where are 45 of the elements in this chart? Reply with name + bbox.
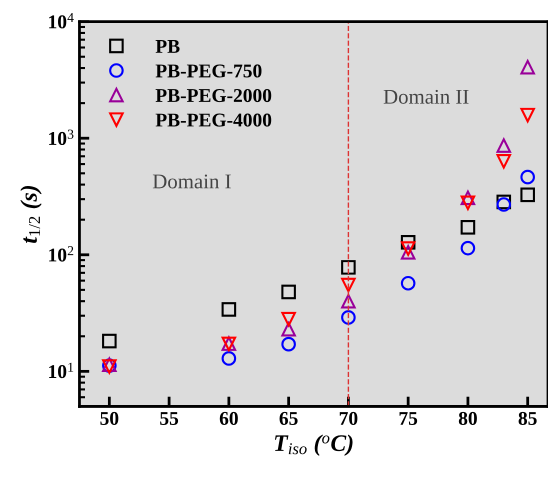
y-axis-title: t$_{1/2}$ (s) bbox=[20, 186, 42, 243]
x-tick-label: 85 bbox=[518, 412, 537, 425]
y-tick-label: 10$^{3}$ bbox=[49, 130, 74, 146]
x-tick-label: 75 bbox=[400, 412, 418, 425]
x-tick-label: 70 bbox=[340, 412, 358, 425]
x-tick-label: 60 bbox=[220, 412, 238, 425]
point bbox=[520, 170, 535, 184]
point bbox=[222, 351, 236, 366]
annotation: Domain I bbox=[152, 174, 231, 188]
point bbox=[341, 294, 356, 308]
point bbox=[281, 336, 296, 352]
point bbox=[281, 322, 296, 336]
point bbox=[400, 234, 416, 250]
point bbox=[460, 240, 476, 256]
point bbox=[341, 310, 356, 325]
y-tick-label: 10$^{1}$ bbox=[49, 362, 74, 378]
point bbox=[400, 245, 416, 260]
point bbox=[281, 312, 296, 327]
annotation: Domain II bbox=[384, 90, 469, 104]
point bbox=[520, 60, 535, 74]
point bbox=[460, 196, 476, 210]
point bbox=[496, 154, 512, 169]
x-axis-title: T$_{iso}$ ($^{o}$C) bbox=[274, 434, 353, 456]
legend-label: PB bbox=[156, 40, 180, 53]
point bbox=[222, 302, 236, 317]
y-tick-label: 10$^{2}$ bbox=[49, 246, 74, 262]
point bbox=[341, 260, 356, 275]
point bbox=[281, 284, 296, 300]
point bbox=[520, 188, 535, 202]
point bbox=[496, 138, 512, 153]
legend-label: PB-PEG-4000 bbox=[156, 114, 272, 127]
x-tick-label: 55 bbox=[160, 412, 178, 425]
legend-label: PB-PEG-750 bbox=[156, 64, 262, 78]
point bbox=[460, 190, 476, 206]
legend-label: PB-PEG-2000 bbox=[156, 88, 272, 102]
point bbox=[400, 241, 416, 256]
point bbox=[520, 108, 535, 122]
point bbox=[102, 334, 117, 348]
x-tick-label: 65 bbox=[280, 412, 298, 425]
point bbox=[341, 278, 356, 292]
x-tick-label: 80 bbox=[458, 412, 477, 425]
point bbox=[400, 276, 416, 291]
y-tick-label: 10$^{4}$ bbox=[49, 13, 74, 28]
x-tick-label: 50 bbox=[100, 412, 118, 425]
point bbox=[460, 220, 476, 235]
